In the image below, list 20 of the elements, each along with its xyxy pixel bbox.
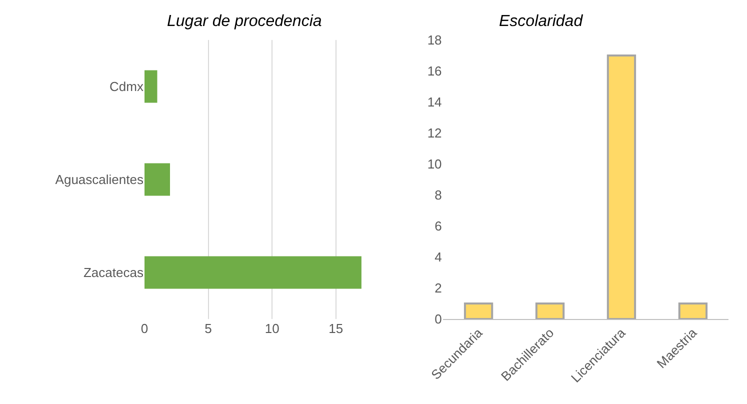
y-tick-label: 10 — [427, 156, 442, 172]
y-tick-label: 8 — [434, 188, 442, 203]
y-tick-label: 6 — [434, 218, 442, 234]
y-tick-label: 14 — [427, 94, 442, 110]
x-tick-label: 5 — [204, 321, 212, 336]
y-tick-label: 4 — [434, 250, 442, 265]
bar — [144, 256, 362, 289]
y-tick-label: 16 — [427, 64, 442, 79]
chart-title: Lugar de procedencia — [167, 13, 322, 30]
x-tick-label: 10 — [264, 321, 280, 336]
y-tick-label: 12 — [427, 126, 442, 141]
y-tick-label: 2 — [434, 280, 442, 296]
bar — [144, 70, 158, 103]
y-tick-label: Aguascalientes — [55, 172, 144, 188]
y-tick-label: Cdmx — [110, 79, 144, 94]
chart-title: Escolaridad — [499, 13, 584, 30]
bar — [144, 163, 170, 196]
y-tick-label: Zacatecas — [83, 265, 144, 280]
x-tick-label: 15 — [328, 321, 344, 336]
y-tick-label: 18 — [427, 32, 442, 48]
